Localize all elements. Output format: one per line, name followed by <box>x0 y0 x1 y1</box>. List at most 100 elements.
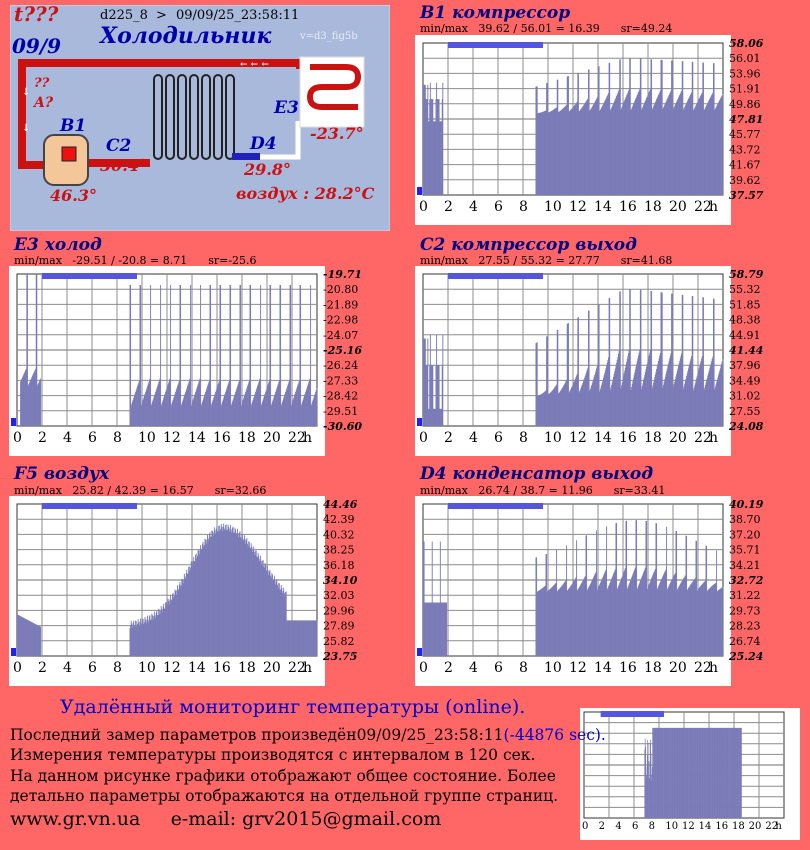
x-tick-label: 8 <box>113 430 122 446</box>
x-tick-label: 6 <box>494 199 503 215</box>
data-bar <box>271 573 273 656</box>
data-bar <box>639 58 641 195</box>
data-bar <box>307 620 309 656</box>
data-bar <box>731 727 732 818</box>
website-link[interactable]: www.gr.vn.ua <box>10 808 141 830</box>
data-bar <box>591 385 593 426</box>
data-bar <box>578 316 579 426</box>
data-bar <box>703 389 705 426</box>
data-bar <box>570 388 572 426</box>
data-bar <box>718 102 719 195</box>
data-bar <box>639 289 641 426</box>
x-tick-label: 10 <box>544 199 562 215</box>
data-bar <box>648 92 650 195</box>
data-bar <box>699 97 701 195</box>
data-bar <box>694 385 696 426</box>
y-tick-label: 55.32 <box>729 283 761 296</box>
data-bar <box>606 362 608 426</box>
data-bar <box>703 582 704 656</box>
data-bar <box>654 102 656 195</box>
data-bar <box>651 774 652 818</box>
data-bar <box>578 587 580 656</box>
data-bar <box>693 390 694 426</box>
data-bar <box>680 727 681 818</box>
data-bar <box>571 108 573 195</box>
data-bar <box>647 742 649 818</box>
data-bar <box>613 574 614 656</box>
data-bar <box>701 727 703 818</box>
data-bar <box>671 60 673 195</box>
data-bar <box>560 110 562 195</box>
chart-stats-b1: min/max 39.62 / 56.01 = 16.39 sr=49.24 <box>420 22 673 35</box>
data-bar <box>134 393 136 426</box>
data-bar <box>203 397 205 426</box>
data-bar <box>183 573 185 656</box>
data-bar <box>733 727 734 818</box>
data-bar <box>668 363 669 426</box>
data-bar <box>548 589 550 656</box>
data-bar <box>437 99 439 195</box>
data-bar <box>698 100 699 195</box>
data-bar <box>556 549 558 656</box>
y-tick-label: 25.82 <box>323 635 355 648</box>
data-bar <box>659 92 661 195</box>
data-bar <box>646 589 648 656</box>
data-bar <box>300 620 302 656</box>
data-bar <box>434 408 436 426</box>
data-bar <box>304 620 306 656</box>
data-bar <box>585 535 587 656</box>
data-bar <box>721 727 723 818</box>
data-bar <box>687 589 689 656</box>
data-bar <box>713 727 714 818</box>
data-bar <box>581 107 583 195</box>
y-tick-label: -22.98 <box>323 314 358 327</box>
data-bar <box>596 97 598 195</box>
data-bar <box>701 356 703 426</box>
data-bar <box>424 84 426 195</box>
data-bar <box>686 373 688 426</box>
data-bar <box>675 727 677 818</box>
data-bar <box>282 590 284 656</box>
data-bar <box>609 110 611 195</box>
data-bar <box>443 602 444 656</box>
data-bar <box>199 378 201 426</box>
data-bar <box>439 408 441 426</box>
data-bar <box>608 62 610 195</box>
data-bar <box>580 387 582 426</box>
data-bar <box>540 394 542 426</box>
data-bar <box>722 727 724 818</box>
data-bar <box>690 727 691 818</box>
data-bar <box>567 323 569 426</box>
data-bar <box>308 380 310 426</box>
data-bar <box>713 63 714 196</box>
data-bar <box>676 727 678 818</box>
data-bar <box>34 370 36 426</box>
data-bar <box>668 360 670 426</box>
data-bar <box>280 405 282 426</box>
data-bar <box>716 379 718 426</box>
data-bar <box>628 90 629 195</box>
data-bar <box>170 285 172 426</box>
data-bar <box>298 620 300 656</box>
data-bar <box>293 397 295 426</box>
data-bar <box>581 108 583 195</box>
data-bar <box>175 391 177 426</box>
data-bar <box>142 399 144 426</box>
data-bar <box>244 393 246 426</box>
data-bar <box>175 590 177 656</box>
data-bar <box>426 99 428 195</box>
data-bar <box>591 383 593 426</box>
data-bar <box>39 626 41 656</box>
x-tick-label: 8 <box>519 199 528 215</box>
data-bar <box>248 382 250 426</box>
data-bar <box>688 97 690 195</box>
data-bar <box>705 545 707 656</box>
data-bar <box>23 374 25 426</box>
email-link[interactable]: e-mail: grv2015@gmail.com <box>170 808 442 830</box>
data-bar <box>683 577 685 656</box>
x-tick-label: 16 <box>619 199 637 215</box>
data-bar <box>267 384 269 426</box>
data-bar <box>540 589 542 656</box>
data-bar <box>313 395 315 426</box>
data-bar <box>591 581 593 656</box>
